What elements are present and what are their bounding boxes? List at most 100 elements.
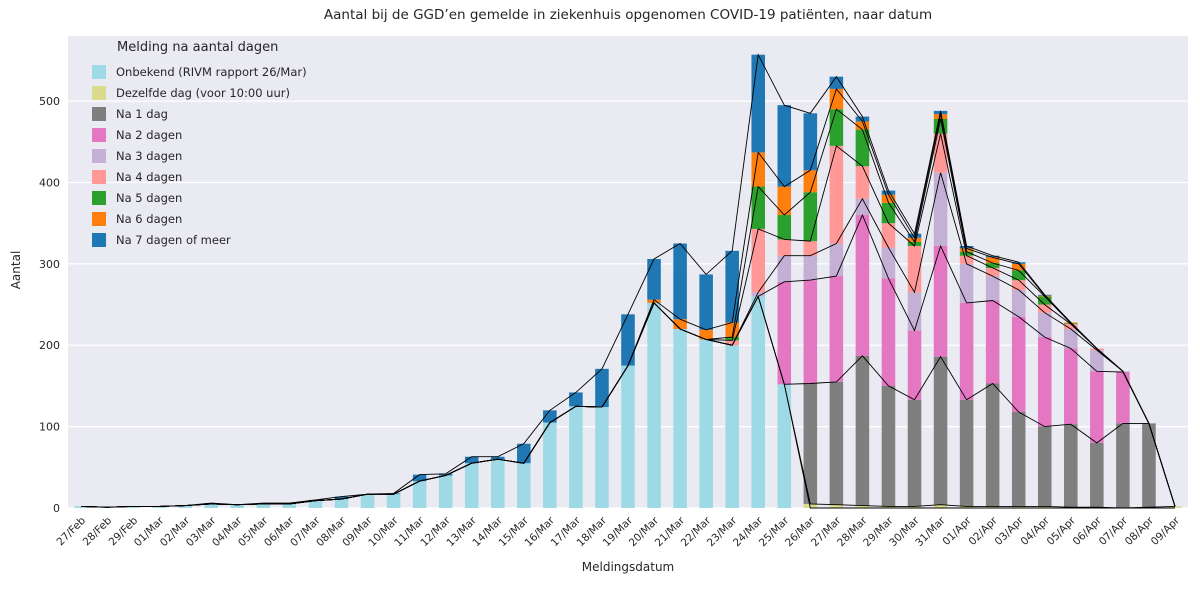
bar-segment xyxy=(334,499,349,508)
bar-segment xyxy=(1116,423,1130,508)
bar-segment xyxy=(751,54,766,153)
bar-segment xyxy=(256,503,271,508)
bar-segment xyxy=(438,473,453,476)
legend-label: Na 5 dagen xyxy=(116,190,183,205)
legend: Melding na aantal dagen Onbekend (RIVM r… xyxy=(92,40,307,250)
bar-segment xyxy=(595,368,609,408)
bar-segment xyxy=(907,245,922,293)
bar-segment xyxy=(855,355,870,506)
y-tick-label: 100 xyxy=(39,421,60,434)
bar-segment xyxy=(777,281,792,385)
legend-label: Onbekend (RIVM rapport 26/Mar) xyxy=(116,64,307,79)
legend-item-6: Na 5 dagen xyxy=(92,187,307,208)
bar-segment xyxy=(855,505,870,508)
bar-segment xyxy=(1090,371,1104,443)
y-tick-label: 300 xyxy=(39,258,60,271)
bar-segment xyxy=(907,241,922,246)
bar-segment xyxy=(464,456,479,464)
bar-segment xyxy=(985,276,1000,301)
legend-item-2: Na 1 dag xyxy=(92,103,307,124)
bar-segment xyxy=(699,329,713,340)
bar-segment xyxy=(569,406,583,508)
bar-segment xyxy=(699,339,713,508)
bar-segment xyxy=(881,247,896,279)
bar-segment xyxy=(1168,506,1182,508)
bar-segment xyxy=(881,194,896,203)
bar-segment xyxy=(673,243,687,320)
legend-swatch xyxy=(92,64,106,79)
bar-segment xyxy=(829,109,844,146)
legend-swatch xyxy=(92,127,106,142)
bar-segment xyxy=(126,506,140,508)
bar-segment xyxy=(777,239,792,256)
layer-outline xyxy=(80,53,1176,508)
bar-segment xyxy=(829,504,844,508)
bar-segment xyxy=(985,257,1000,264)
bar-segment xyxy=(360,494,375,508)
bar-segment xyxy=(1064,324,1078,329)
legend-label: Na 3 dagen xyxy=(116,148,183,163)
bar-segment xyxy=(829,276,844,382)
legend-item-1: Dezelfde dag (voor 10:00 uur) xyxy=(92,82,307,103)
bar-segment xyxy=(1064,348,1078,425)
bar-segment xyxy=(152,506,166,508)
bar-segment xyxy=(855,215,870,356)
legend-item-7: Na 6 dagen xyxy=(92,208,307,229)
bar-segment xyxy=(517,443,531,464)
bar-segment xyxy=(725,345,739,508)
bar-segment xyxy=(1037,426,1052,507)
legend-label: Dezelfde dag (voor 10:00 uur) xyxy=(116,85,290,100)
bar-segment xyxy=(751,296,766,508)
bar-segment xyxy=(985,506,1000,508)
y-tick-label: 200 xyxy=(39,339,60,352)
bar-segment xyxy=(777,186,792,216)
bar-segment xyxy=(699,274,713,330)
bar-segment xyxy=(673,328,687,508)
layer-outlines xyxy=(80,53,1176,509)
bar-segment xyxy=(1090,350,1104,372)
bar-segment xyxy=(595,407,609,508)
legend-label: Na 6 dagen xyxy=(116,211,183,226)
legend-label: Na 4 dagen xyxy=(116,169,183,184)
bar-segment xyxy=(751,292,766,297)
bar-segment xyxy=(543,410,557,423)
bar-segment xyxy=(803,113,818,171)
bar-segment xyxy=(881,190,896,195)
legend-item-3: Na 2 dagen xyxy=(92,124,307,145)
bar-segment xyxy=(490,456,505,460)
bar-segment xyxy=(1064,424,1078,508)
legend-item-8: Na 7 dagen of meer xyxy=(92,229,307,250)
bar-segment xyxy=(1064,328,1078,349)
bar-segment xyxy=(751,228,766,293)
bar-segment xyxy=(777,384,792,508)
bar-segment xyxy=(855,116,870,122)
bar-segment xyxy=(777,105,792,187)
bar-segment xyxy=(725,340,739,346)
bar-segment xyxy=(230,504,245,508)
bar-segment xyxy=(308,500,323,508)
bar-segment xyxy=(985,267,1000,277)
bar-segment xyxy=(985,383,1000,507)
bar-segment xyxy=(829,381,844,505)
bar-segment xyxy=(881,506,896,508)
bar-segment xyxy=(751,186,766,229)
bar-segment xyxy=(855,121,870,130)
bar-segment xyxy=(829,88,844,110)
bar-segment xyxy=(1011,506,1026,508)
bar-segment xyxy=(803,280,818,384)
bar-segment xyxy=(1037,337,1052,427)
x-axis-title: Meldingsdatum xyxy=(581,560,675,574)
bar-segment xyxy=(1011,289,1026,317)
bar-segment xyxy=(933,504,948,508)
bar-segment xyxy=(803,383,818,504)
bar-segment xyxy=(803,170,818,193)
bar-segment xyxy=(803,192,818,242)
bar-segment xyxy=(803,241,818,256)
chart-title: Aantal bij de GGD’en gemelde in ziekenhu… xyxy=(323,7,933,23)
bar-segment xyxy=(1037,296,1052,305)
bar-segment xyxy=(907,506,922,508)
bar-segment xyxy=(204,503,219,508)
bar-segment xyxy=(959,399,974,507)
